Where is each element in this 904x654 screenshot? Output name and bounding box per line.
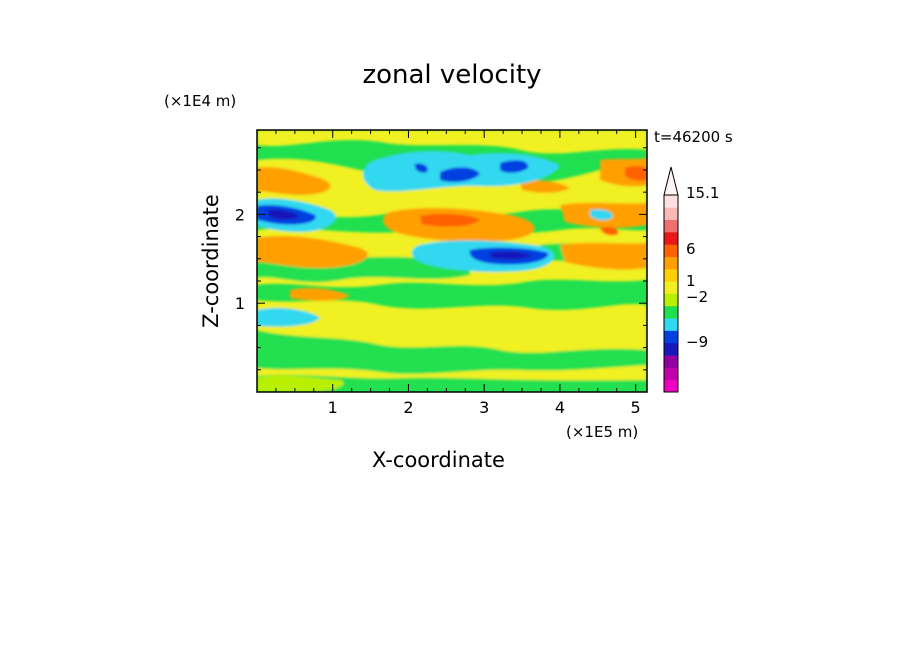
colorbar-label: −2	[686, 288, 708, 306]
x-unit-label: (×1E5 m)	[566, 423, 639, 441]
x-tick-label: 4	[555, 398, 565, 417]
colorbar-swatch	[664, 219, 678, 233]
contour-darkorange-core	[420, 213, 480, 227]
x-axis-label: X-coordinate	[372, 448, 505, 472]
colorbar-swatch	[664, 367, 678, 381]
contour-yellow-band	[257, 130, 647, 154]
colorbar-frame	[663, 194, 679, 393]
colorbar-swatch	[664, 244, 678, 257]
y-tick-label: 1	[235, 294, 245, 313]
colorbar-swatch	[664, 231, 678, 245]
colorbar-swatch	[664, 207, 678, 221]
x-tick-label: 5	[631, 398, 641, 417]
contour-navy-core	[268, 209, 300, 220]
colorbar-swatch	[664, 256, 678, 270]
contour-blue-core	[500, 160, 529, 173]
y-unit-label: (×1E4 m)	[164, 92, 237, 110]
contour-orange-band	[560, 242, 647, 270]
y-tick-label: 2	[235, 205, 245, 224]
contour-field	[257, 130, 647, 392]
contour-lime-patch	[257, 375, 344, 392]
contour-green-band	[257, 374, 647, 392]
contour-green-band	[257, 330, 647, 374]
contour-darkorange-core	[600, 226, 619, 236]
colorbar-swatch	[664, 355, 678, 368]
contour-navy-core	[490, 251, 532, 260]
contour-yellow-band	[257, 158, 647, 218]
contour-cyan-region	[590, 209, 613, 221]
contour-orange-band	[520, 180, 570, 193]
colorbar-swatch	[664, 293, 678, 307]
chart-title: zonal velocity	[362, 60, 542, 90]
x-tick-label: 3	[479, 398, 489, 417]
contour-cyan-region	[257, 307, 320, 327]
colorbar-swatch	[664, 281, 678, 294]
x-tick-label: 2	[403, 398, 413, 417]
colorbar-swatch	[664, 268, 678, 282]
time-label: t=46200 s	[654, 128, 733, 146]
colorbar-label: −9	[686, 333, 708, 351]
x-axis-ticks: 1 2 3 4 5	[275, 130, 641, 417]
colorbar-swatch	[664, 195, 678, 208]
colorbar-swatch	[664, 330, 678, 344]
contour-darkorange-core	[625, 166, 647, 181]
colorbar-label: 6	[686, 240, 696, 258]
contour-orange-band	[290, 287, 350, 301]
colorbar-extend-arrow	[663, 166, 679, 196]
colorbar-swatch	[664, 305, 678, 319]
colorbar-swatch	[664, 318, 678, 331]
contour-blue-core	[414, 163, 428, 173]
colorbar-label: 1	[686, 272, 696, 290]
plot-frame	[256, 129, 648, 393]
colorbar-label: 15.1	[686, 184, 719, 202]
contour-orange-band	[257, 167, 331, 195]
colorbar-swatch	[664, 342, 678, 356]
colorbar-swatch	[664, 379, 678, 393]
contour-blue-core	[440, 167, 480, 182]
contour-orange-band	[257, 235, 368, 268]
colorbar: 15.1 6 1−2 −9	[663, 166, 719, 393]
x-tick-label: 1	[328, 398, 338, 417]
y-axis-ticks: 12	[235, 147, 647, 371]
